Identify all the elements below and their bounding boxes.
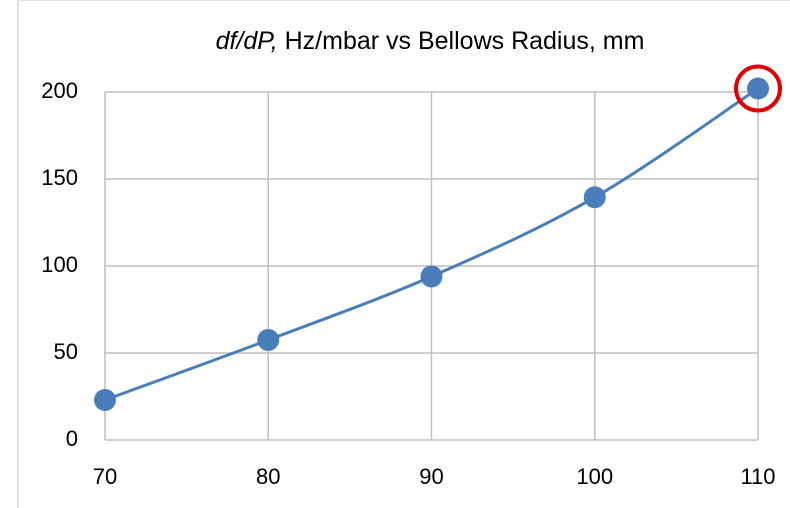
x-tick-label: 80 [256, 464, 280, 489]
title-italic: df/dP, [216, 27, 278, 55]
chart-frame [17, 0, 790, 508]
data-point [94, 388, 116, 411]
data-point [420, 265, 443, 288]
x-tick-label: 70 [93, 464, 117, 489]
highlight-circle [734, 64, 782, 113]
y-tick-label: 100 [41, 252, 78, 277]
y-tick-label: 200 [41, 78, 78, 103]
y-tick-label: 150 [41, 165, 78, 190]
chart-title: df/dP, Hz/mbar vs Bellows Radius, mm [216, 27, 645, 55]
data-point [747, 77, 769, 100]
x-tick-label: 100 [576, 464, 613, 489]
title-rest: Hz/mbar vs Bellows Radius, mm [285, 27, 645, 55]
data-point [257, 328, 280, 351]
x-tick-label: 110 [740, 464, 775, 489]
data-point [583, 186, 606, 209]
x-tick-label: 90 [419, 464, 443, 489]
y-tick-label: 50 [54, 339, 78, 364]
y-tick-label: 0 [66, 426, 78, 451]
